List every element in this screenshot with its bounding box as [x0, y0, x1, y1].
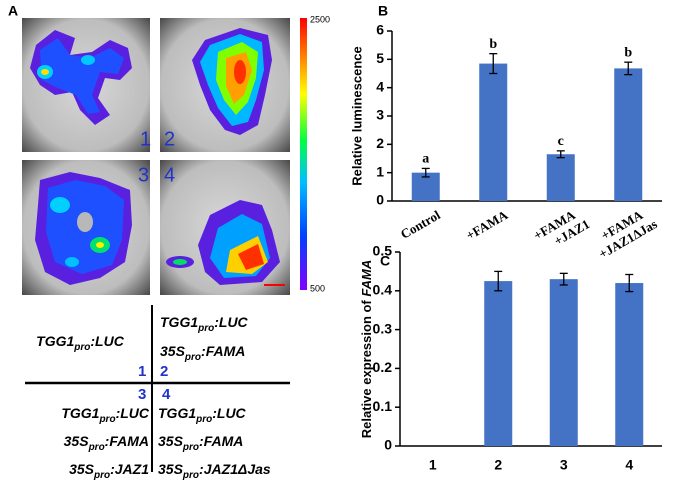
- tile-number: 2: [164, 128, 175, 150]
- bar: [484, 281, 513, 446]
- x-tick-label: 2: [494, 457, 502, 473]
- colorbar-min: 500: [310, 283, 325, 293]
- significance-letter: b: [624, 45, 632, 60]
- y-tick-label: 0.1: [373, 398, 393, 414]
- genotype: 35Spro:FAMA: [158, 433, 243, 453]
- subscript: pro: [195, 414, 212, 425]
- significance-letter: c: [558, 134, 564, 149]
- genotype-table: 1 2 3 4: [25, 305, 290, 472]
- subscript: pro: [93, 470, 110, 481]
- panel-label: B: [378, 3, 388, 19]
- y-tick-label: 0.2: [373, 359, 393, 375]
- subscript: pro: [98, 414, 115, 425]
- signal-blob: [166, 200, 280, 285]
- bar: [546, 154, 575, 201]
- gene-name: 35S: [69, 461, 95, 477]
- quadrant-number: 1: [138, 363, 146, 380]
- significance-letter: a: [422, 152, 429, 167]
- y-tick-label: 4: [376, 78, 384, 94]
- y-tick-label: 5: [376, 50, 384, 66]
- signal-blob: [192, 28, 272, 135]
- label-text: Relative expression of: [359, 297, 374, 439]
- bar: [615, 283, 644, 446]
- y-tick-label: 0.3: [373, 320, 393, 336]
- construct: :LUC: [214, 314, 248, 330]
- construct: :LUC: [90, 333, 124, 349]
- panel-label: A: [8, 3, 18, 19]
- x-tick-label: +FAMA: [463, 207, 510, 243]
- gene-name: TGG1: [36, 333, 74, 349]
- genotype: TGG1pro:LUC: [61, 405, 150, 425]
- significance-letter: b: [489, 37, 497, 52]
- subscript: pro: [197, 323, 214, 334]
- y-tick-label: 1: [376, 163, 384, 179]
- construct: :JAZ1ΔJas: [199, 461, 271, 477]
- genotype: 35Spro:JAZ1: [69, 461, 149, 481]
- bar: [479, 63, 508, 202]
- colorbar: [300, 18, 307, 290]
- subscript: pro: [88, 442, 105, 453]
- tile-number: 1: [140, 128, 151, 150]
- y-tick-label: 0.4: [373, 282, 393, 298]
- genotype: 35Spro:FAMA: [160, 343, 245, 363]
- gene-name: TGG1: [158, 405, 196, 421]
- bar: [549, 279, 578, 446]
- quadrant-number: 4: [162, 386, 171, 403]
- x-tick-label: 3: [560, 457, 568, 473]
- y-tick-label: 0: [384, 437, 392, 453]
- colorbar-max: 2500: [310, 14, 330, 24]
- quadrant-number: 2: [160, 363, 168, 380]
- panel-label: C: [380, 253, 390, 269]
- construct: :FAMA: [199, 433, 243, 449]
- construct: :JAZ1: [110, 461, 149, 477]
- signal-blob: [30, 30, 132, 125]
- gene-name: 35S: [158, 461, 184, 477]
- y-axis-label: Relative luminescence: [349, 46, 364, 185]
- signal-blob: [35, 172, 132, 285]
- quadrant-number: 3: [138, 386, 146, 403]
- genotype: 35Spro:FAMA: [64, 433, 149, 453]
- y-tick-label: 0.5: [373, 243, 393, 259]
- bar: [614, 68, 643, 202]
- tile-number: 3: [138, 164, 149, 186]
- label-emphasis: FAMA: [359, 260, 374, 297]
- subscript: pro: [182, 442, 199, 453]
- x-tick-label: +FAMA+JAZ1ΔJas: [589, 203, 660, 261]
- tile-number: 4: [164, 164, 175, 186]
- x-tick-label: 4: [625, 457, 633, 473]
- y-tick-label: 3: [376, 107, 384, 123]
- subscript: pro: [182, 470, 199, 481]
- genotype: TGG1pro:LUC: [158, 405, 247, 425]
- gene-name: 35S: [160, 343, 186, 359]
- genotype: TGG1pro:LUC: [160, 314, 249, 334]
- x-tick-label: Control: [398, 207, 443, 242]
- gene-name: 35S: [64, 433, 90, 449]
- gene-name: TGG1: [61, 405, 99, 421]
- subscript: pro: [184, 352, 201, 363]
- x-tick-label: 1: [429, 457, 437, 473]
- luminescence-images: 2500 500 1 2 3 4: [22, 14, 330, 295]
- gene-name: TGG1: [160, 314, 198, 330]
- construct: :LUC: [212, 405, 246, 421]
- y-tick-label: 2: [376, 135, 384, 151]
- genotype: TGG1pro:LUC: [36, 333, 125, 353]
- y-axis-label: Relative expression of FAMA: [359, 260, 374, 438]
- gene-name: 35S: [158, 433, 184, 449]
- construct: :FAMA: [105, 433, 149, 449]
- genotype: 35Spro:JAZ1ΔJas: [158, 461, 271, 481]
- construct: :LUC: [116, 405, 150, 421]
- subscript: pro: [73, 342, 90, 353]
- x-tick-label: +FAMA+JAZ1: [531, 203, 592, 256]
- y-tick-label: 6: [376, 22, 384, 38]
- y-tick-label: 0: [376, 192, 384, 208]
- construct: :FAMA: [201, 343, 245, 359]
